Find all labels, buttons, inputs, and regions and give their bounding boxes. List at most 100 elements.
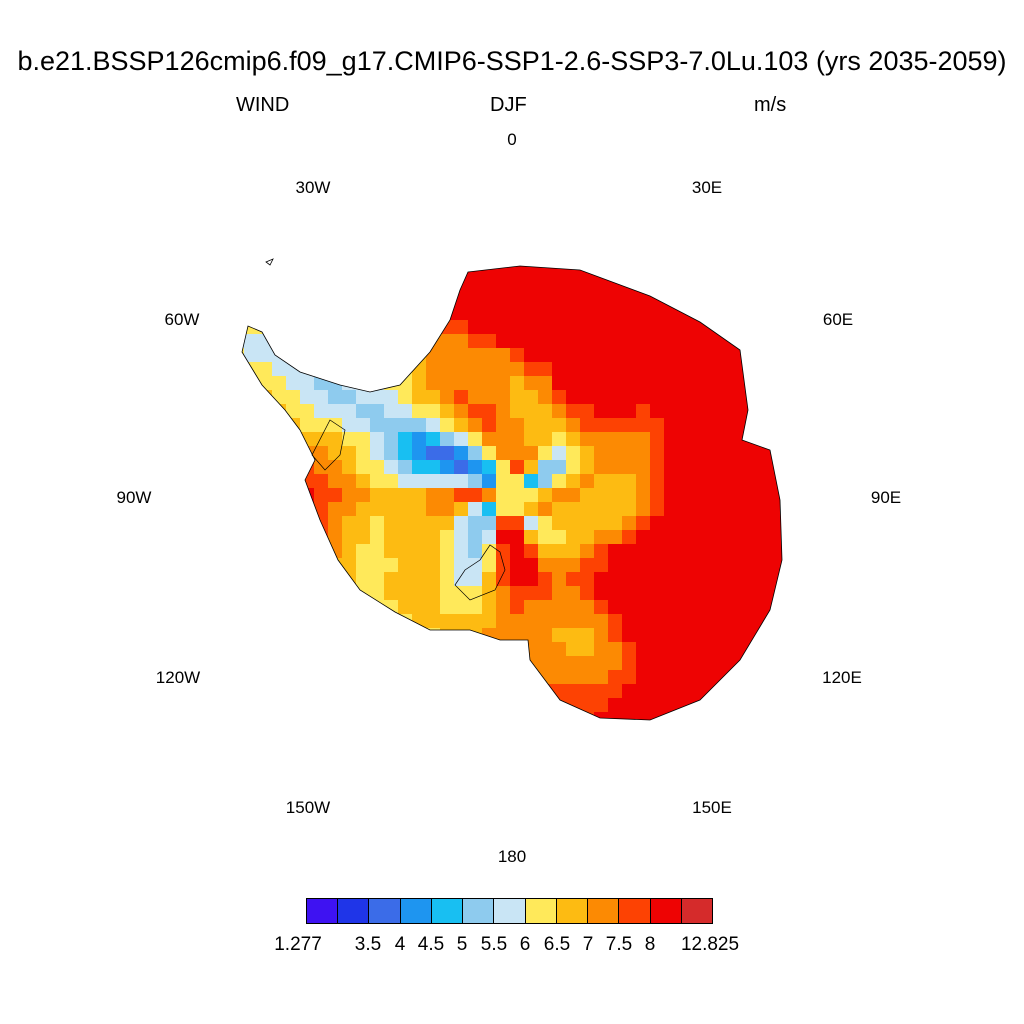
wind-cell [748,266,763,279]
wind-cell [636,348,651,363]
wind-cell [552,684,567,699]
wind-cell [566,642,581,657]
wind-cell [342,614,357,629]
wind-cell [566,418,581,433]
wind-cell [636,642,651,657]
wind-cell [412,292,427,307]
wind-cell [384,334,399,349]
wind-cell [720,726,735,741]
wind-cell [482,488,497,503]
wind-cell [398,516,413,531]
wind-cell [706,474,721,489]
wind-cell [314,306,329,321]
wind-cell [398,446,413,461]
wind-cell [300,712,315,720]
wind-cell [370,404,385,419]
wind-cell [496,362,511,377]
wind-cell [790,628,805,643]
wind-cell [482,446,497,461]
wind-cell [454,572,469,587]
wind-cell [566,362,581,377]
wind-cell [454,544,469,559]
wind-cell [692,432,707,447]
wind-cell [678,698,693,713]
wind-cell [496,432,511,447]
wind-cell [412,278,427,293]
wind-cell [664,376,679,391]
colorbar-label: 12.825 [680,934,740,955]
wind-cell [678,712,693,720]
wind-cell [482,544,497,559]
wind-cell [552,404,567,419]
wind-cell [706,516,721,531]
wind-cell [636,698,651,713]
wind-cell [748,516,763,531]
colorbar-swatch [524,898,557,924]
wind-cell [370,656,385,671]
wind-cell [286,516,301,531]
wind-cell [454,684,469,699]
wind-cell [272,306,287,321]
wind-cell [272,656,287,671]
wind-cell [720,348,735,363]
wind-cell [454,348,469,363]
wind-cell [398,432,413,447]
wind-cell [664,530,679,545]
wind-cell [692,266,707,279]
wind-cell [242,544,245,559]
wind-cell [594,390,609,405]
wind-cell [356,502,371,517]
wind-cell [398,376,413,391]
wind-cell [678,278,693,293]
wind-cell [636,306,651,321]
wind-cell [650,292,665,307]
wind-cell [454,488,469,503]
wind-cell [244,376,259,391]
wind-cell [342,516,357,531]
colorbar-swatch [368,898,401,924]
wind-cell [482,390,497,405]
wind-cell [468,376,483,391]
wind-cell [678,586,693,601]
wind-cell [692,544,707,559]
wind-cell [370,432,385,447]
wind-cell [300,250,315,265]
wind-cell [608,404,623,419]
wind-cell [776,698,782,713]
wind-cell [566,502,581,517]
wind-cell [398,488,413,503]
wind-cell [538,334,553,349]
wind-cell [300,600,315,615]
wind-cell [720,404,735,419]
wind-cell [762,488,777,503]
wind-cell [706,712,721,720]
wind-cell [258,348,273,363]
wind-cell [454,292,469,307]
wind-cell [314,572,329,587]
wind-cell [762,362,777,377]
coastline [241,265,783,721]
wind-cell [552,600,567,615]
wind-cell [678,628,693,643]
wind-cell [566,376,581,391]
wind-cell [762,614,777,629]
wind-cell [496,348,511,363]
wind-cell [706,726,721,741]
wind-cell [370,292,385,307]
wind-cell [412,306,427,321]
wind-cell [272,474,287,489]
wind-cell [580,656,595,671]
wind-cell [664,266,679,279]
wind-cell [328,600,343,615]
wind-cell [552,446,567,461]
wind-cell [370,516,385,531]
wind-cell [552,544,567,559]
wind-cell [286,376,301,391]
wind-cell [300,502,315,517]
wind-cell [552,530,567,545]
wind-cell [258,684,273,699]
wind-cell [286,502,301,517]
wind-cell [720,502,735,517]
wind-cell [398,642,413,657]
wind-cell [580,586,595,601]
